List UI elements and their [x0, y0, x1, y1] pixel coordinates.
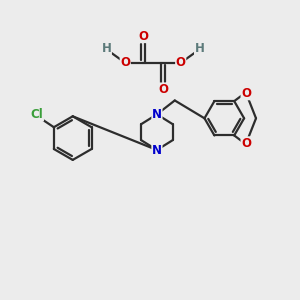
Text: O: O	[241, 137, 251, 150]
Text: Cl: Cl	[31, 108, 44, 121]
Text: N: N	[152, 143, 162, 157]
Text: O: O	[158, 83, 168, 96]
Text: H: H	[101, 42, 111, 56]
Text: N: N	[152, 108, 162, 121]
Text: H: H	[195, 42, 205, 56]
Text: O: O	[241, 87, 251, 100]
Text: O: O	[120, 56, 130, 69]
Text: O: O	[138, 30, 148, 43]
Text: O: O	[176, 56, 186, 69]
